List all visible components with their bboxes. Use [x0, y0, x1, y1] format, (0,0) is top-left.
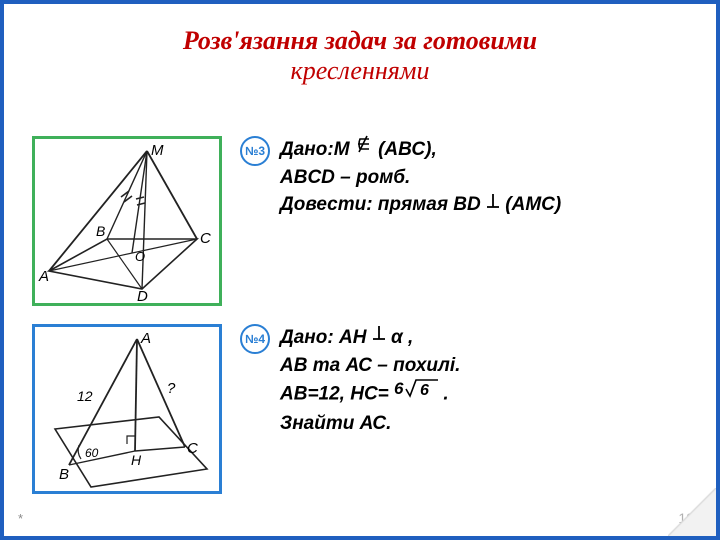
angle-label: 60 — [85, 446, 99, 460]
sqrt-coeff: 6 — [394, 379, 404, 398]
footer-star: * — [18, 511, 23, 526]
p3-l3b: (AMC) — [505, 194, 561, 215]
p3-l1a: Дано:М — [280, 139, 355, 160]
p3-l1b: (АВС), — [378, 139, 437, 160]
problem-4-text: Дано: AH α , АВ та АС – похилі. АВ=12, Н… — [280, 324, 460, 437]
problem-3-text: Дано:М (АВС), ABCD – ромб. Довести: прям… — [280, 136, 561, 219]
p4-l3b: . — [443, 384, 448, 405]
svg-text:A: A — [140, 330, 151, 347]
p4-l2: АВ та АС – похилі. — [280, 352, 460, 380]
p4-l4: Знайти АС. — [280, 410, 460, 438]
ab-length-label: 12 — [77, 388, 93, 404]
p3-l2: ABCD – ромб. — [280, 164, 561, 192]
svg-text:C: C — [200, 230, 211, 247]
svg-text:B: B — [96, 223, 105, 239]
svg-text:M: M — [151, 142, 164, 159]
sqrt-value: 6 — [420, 382, 429, 399]
figure-4: A B H C 12 60 ? — [32, 324, 222, 494]
p4-l3a: АВ=12, НС= — [280, 384, 394, 405]
alpha-symbol: α — [391, 327, 403, 348]
svg-text:B: B — [59, 466, 69, 483]
svg-text:H: H — [131, 452, 142, 468]
p4-l1a: Дано: AH — [280, 327, 372, 348]
problem-4: A B H C 12 60 ? №4 Дано: AH α , АВ та АС… — [32, 324, 460, 494]
svg-text:C: C — [187, 440, 198, 457]
p4-l1b-tail: , — [403, 327, 414, 348]
svg-text:D: D — [137, 288, 148, 301]
badge-3: №3 — [240, 136, 270, 166]
badge-4: №4 — [240, 324, 270, 354]
perp-symbol-2 — [372, 322, 386, 350]
notin-symbol — [355, 134, 373, 162]
title-line2: кресленнями — [4, 56, 716, 86]
sqrt-expression: 6 6 — [394, 377, 438, 408]
problem-3: M A B C D O №3 Дано:М (АВС), ABCD – ромб… — [32, 136, 561, 306]
title-line1: Розв'язання задач за готовими — [4, 26, 716, 56]
perp-symbol — [486, 190, 500, 218]
svg-text:A: A — [38, 268, 49, 285]
figure-3: M A B C D O — [32, 136, 222, 306]
svg-text:O: O — [135, 249, 145, 264]
question-mark: ? — [167, 380, 176, 397]
p3-l3a: Довести: прямая BD — [280, 194, 486, 215]
page-curl-decoration — [668, 488, 716, 536]
